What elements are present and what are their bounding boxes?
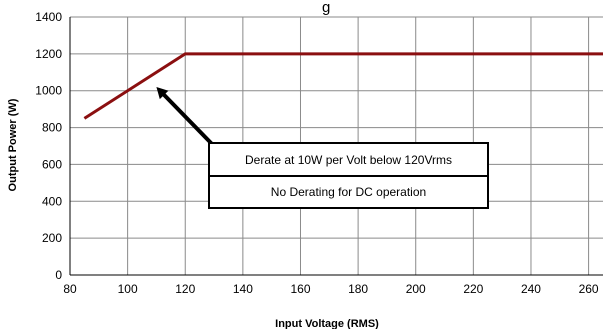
annotation-box-dc xyxy=(208,175,489,209)
y-tick-label: 400 xyxy=(42,194,62,208)
annotation-dc-text: No Derating for DC operation xyxy=(271,185,426,199)
y-tick-label: 800 xyxy=(42,121,62,135)
x-tick-label: 240 xyxy=(521,282,541,296)
x-tick-label: 80 xyxy=(63,282,77,296)
x-tick-label: 140 xyxy=(233,282,253,296)
y-tick-label: 1400 xyxy=(35,10,62,24)
y-tick-label: 200 xyxy=(42,231,62,245)
x-tick-label: 160 xyxy=(290,282,310,296)
series-line-0 xyxy=(83,52,603,120)
annotation-layer: Derate at 10W per Volt below 120Vrms No … xyxy=(156,87,489,209)
annotation-derate-text: Derate at 10W per Volt below 120Vrms xyxy=(245,153,452,167)
y-tick-label: 1200 xyxy=(35,47,62,61)
y-tick-label: 600 xyxy=(42,157,62,171)
x-axis-title: Input Voltage (RMS) xyxy=(275,318,379,329)
annotation-box-derate xyxy=(208,142,489,177)
y-tick-label: 0 xyxy=(55,268,62,282)
x-tick-label: 100 xyxy=(118,282,138,296)
y-axis-title: Output Power (W) xyxy=(7,98,19,191)
x-tick-label: 180 xyxy=(348,282,368,296)
x-tick-label: 120 xyxy=(175,282,195,296)
annotation-arrow xyxy=(162,92,213,145)
tick-labels: 0 200 400 600 800 1000 1200 1400 80 100 120 140 160 1… xyxy=(35,10,599,296)
x-tick-label: 220 xyxy=(463,282,483,296)
chart-title: g xyxy=(322,0,330,16)
x-tick-label: 200 xyxy=(406,282,426,296)
annotation-arrow-head xyxy=(156,87,169,100)
x-tick-label: 260 xyxy=(579,282,599,296)
y-tick-label: 1000 xyxy=(35,84,62,98)
series-layer xyxy=(83,52,603,120)
